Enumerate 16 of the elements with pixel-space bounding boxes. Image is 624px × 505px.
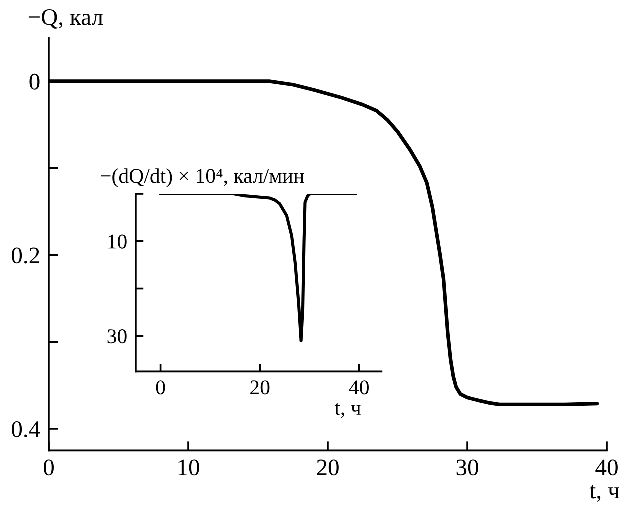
y-tick-label: 0 xyxy=(30,74,40,90)
line-series xyxy=(159,194,358,342)
x-axis-title: t, ч xyxy=(334,403,361,418)
y-axis-title: −Q, кал xyxy=(28,9,103,29)
y-axis-title: −(dQ/dt) × 10⁴, кал/мин xyxy=(101,168,304,188)
x-tick-label: 30 xyxy=(456,460,478,476)
x-tick-label: 40 xyxy=(349,380,369,395)
x-axis-title: t, ч xyxy=(590,485,620,502)
x-tick-label: 20 xyxy=(250,380,270,395)
y-tick-label: 0.4 xyxy=(12,421,40,438)
x-tick-label: 0 xyxy=(156,380,166,395)
x-tick-label: 10 xyxy=(178,460,200,476)
x-tick-label: 0 xyxy=(44,460,54,476)
x-tick-label: 20 xyxy=(317,460,339,476)
x-tick-label: 40 xyxy=(596,460,618,476)
y-tick-label: 0.2 xyxy=(12,248,40,264)
